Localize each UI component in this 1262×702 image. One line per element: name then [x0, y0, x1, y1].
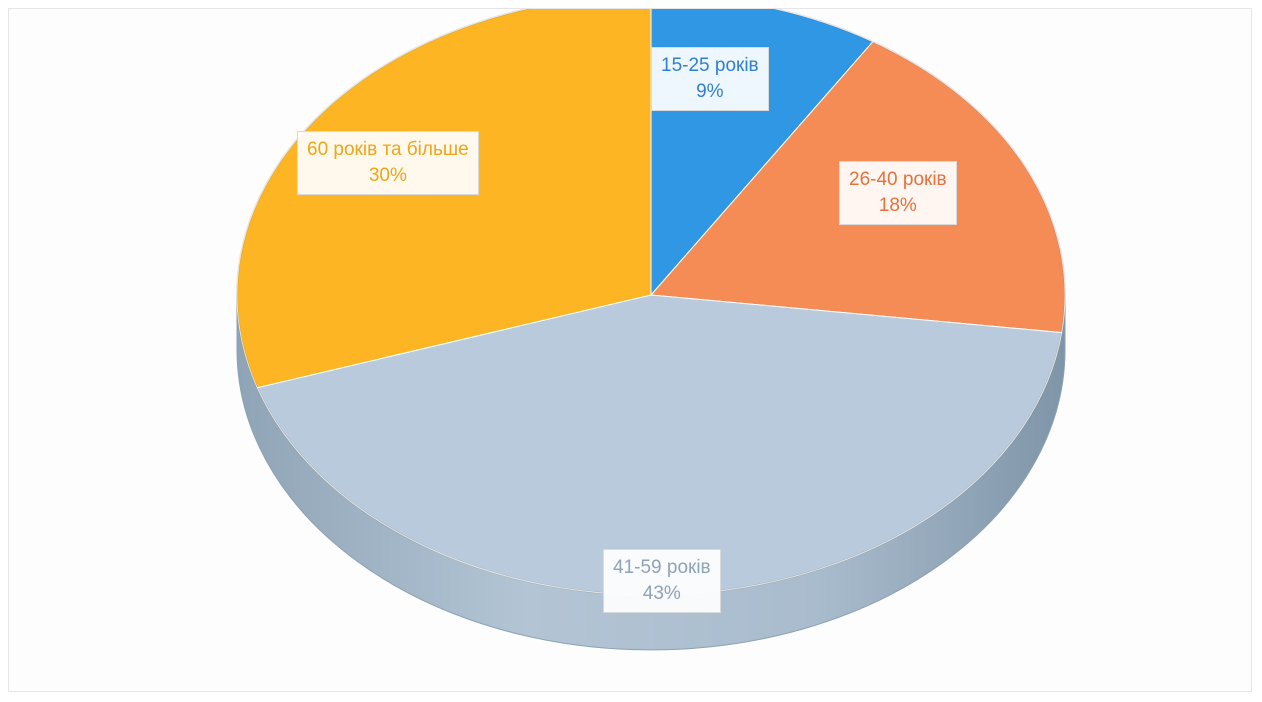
data-label-percent: 30% [368, 164, 407, 186]
data-label-category: 41-59 років [613, 557, 711, 578]
data-label-category: 15-25 років [661, 55, 759, 76]
data-label-4: 60 років та більше 30% [297, 131, 479, 196]
chart-area: 15-25 років 9% 26-40 років 18% 41-59 років 43… [8, 8, 1252, 692]
pie-slice-edge-1 [771, 9, 874, 43]
data-label-1: 15-25 років 9% [651, 47, 769, 112]
data-label-category: 26-40 років [849, 169, 947, 190]
data-label-3: 41-59 років 43% [603, 549, 721, 614]
pie-slice-4 [236, 9, 652, 389]
data-label-2: 26-40 років 18% [839, 161, 957, 226]
data-label-percent: 18% [878, 194, 917, 216]
pie-slice-edge-2 [872, 40, 1066, 333]
data-label-category: 60 років та більше [307, 139, 469, 160]
data-label-percent: 43% [642, 582, 681, 604]
data-label-percent: 9% [696, 80, 724, 102]
pie-slice-edge-4 [236, 9, 531, 389]
